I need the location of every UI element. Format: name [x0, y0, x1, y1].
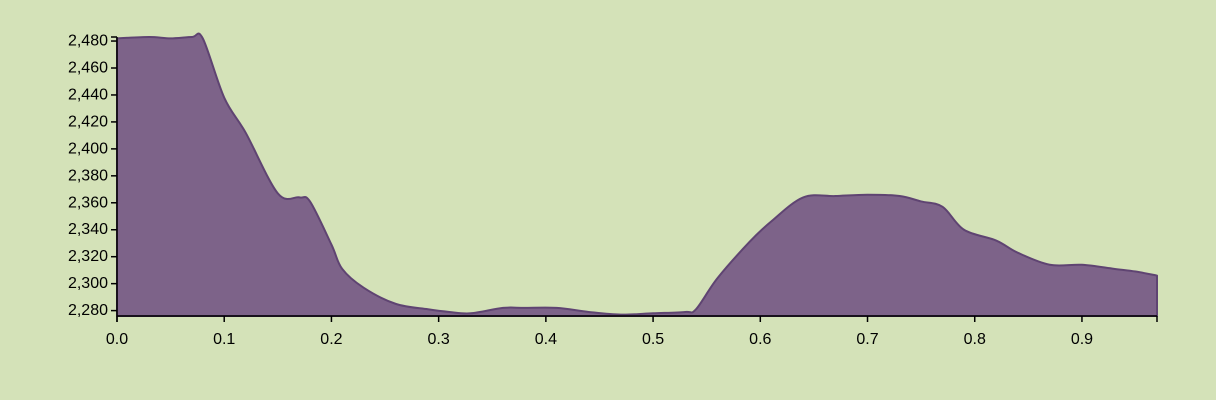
y-tick-label: 2,400: [68, 140, 108, 157]
y-tick-label: 2,380: [68, 167, 108, 184]
x-tick-label: 0.1: [213, 331, 235, 348]
x-axis: 0.0 0.1 0.2 0.3 0.4 0.5 0.6 0.7 0.8 0.9: [106, 315, 1158, 348]
x-tick-label: 0.4: [535, 331, 557, 348]
y-tick-label: 2,340: [68, 221, 108, 238]
y-tick-label: 2,300: [68, 275, 108, 292]
y-tick-label: 2,320: [68, 248, 108, 265]
y-axis: 2,280 2,300 2,320 2,340 2,360 2,380 2,400 2,420…: [68, 33, 118, 319]
y-tick-label: 2,440: [68, 86, 108, 103]
x-tick-label: 0.5: [642, 331, 664, 348]
y-tick-label: 2,280: [68, 302, 108, 319]
x-tick-label: 0.9: [1071, 331, 1093, 348]
x-tick-label: 0.8: [964, 331, 986, 348]
x-tick-label: 0.0: [106, 331, 128, 348]
area-series: [116, 32, 1158, 317]
x-tick-label: 0.6: [749, 331, 771, 348]
y-tick-label: 2,420: [68, 113, 108, 130]
x-tick-label: 0.2: [320, 331, 342, 348]
y-tick-label: 2,360: [68, 194, 108, 211]
x-tick-label: 0.7: [856, 331, 878, 348]
y-tick-label: 2,460: [68, 60, 108, 77]
plot-area: [116, 32, 1158, 317]
y-tick-label: 2,480: [68, 33, 108, 50]
x-tick-label: 0.3: [428, 331, 450, 348]
